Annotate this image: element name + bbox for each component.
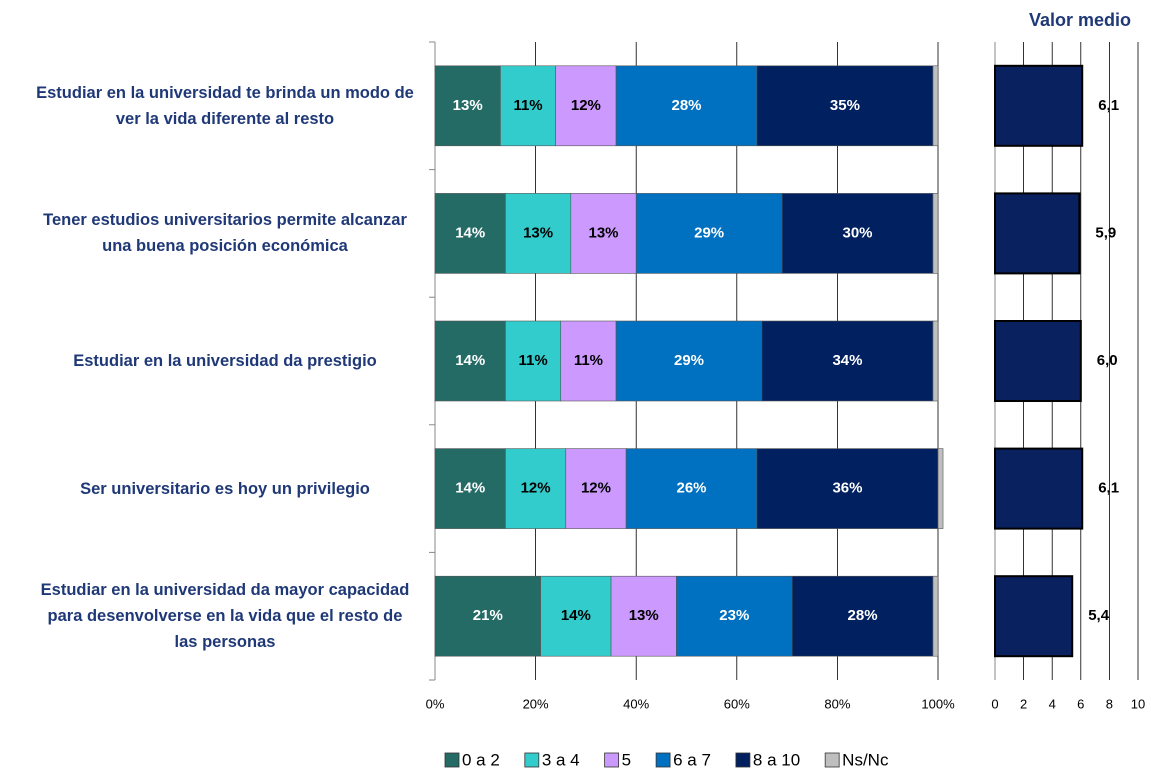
legend-swatch: [824, 752, 840, 768]
data-label: 14%: [561, 607, 591, 624]
bar: [994, 447, 1084, 530]
bar-segment: [434, 448, 506, 529]
data-label: 14%: [455, 480, 485, 497]
bar: [994, 575, 1074, 658]
bar-segment: [781, 193, 934, 274]
bar-segment: [937, 448, 944, 529]
bar-segment: [932, 65, 939, 147]
data-label: 6,1: [1098, 480, 1119, 497]
bar-segment: [434, 65, 501, 147]
legend-label: 6 a 7: [673, 750, 711, 769]
bar-segment: [560, 320, 617, 402]
data-label: 13%: [629, 607, 659, 624]
x-tick-label: 8: [1106, 696, 1113, 711]
bar-segment: [615, 65, 758, 147]
x-tick-label: 0: [991, 696, 998, 711]
bar: [994, 192, 1081, 275]
bar-segment: [505, 448, 567, 529]
data-label: 28%: [848, 607, 878, 624]
data-label: 36%: [832, 480, 862, 497]
data-label: 30%: [843, 224, 873, 241]
bar-segment: [565, 448, 627, 529]
legend-label: Ns/Nc: [842, 750, 889, 769]
data-label: 5,4: [1088, 607, 1110, 624]
legend-swatch: [604, 752, 620, 768]
legend-swatch: [655, 752, 671, 768]
chart-title: Valor medio: [1029, 10, 1131, 30]
x-tick-label: 60%: [724, 696, 750, 711]
x-tick-label: 6: [1077, 696, 1084, 711]
bar-segment: [615, 320, 763, 402]
data-label: 11%: [518, 352, 547, 369]
x-tick-label: 10: [1131, 696, 1145, 711]
legend-label: 3 a 4: [542, 750, 580, 769]
bar-segment: [434, 193, 506, 274]
bar: [994, 320, 1082, 402]
x-tick-label: 0%: [426, 696, 445, 711]
data-label: 14%: [455, 224, 485, 241]
data-label: 29%: [674, 352, 704, 369]
legend-swatch: [735, 752, 751, 768]
data-label: 28%: [671, 97, 701, 114]
bar-segment: [610, 575, 677, 657]
legend-label: 8 a 10: [753, 750, 800, 769]
data-label: 6,0: [1097, 352, 1118, 369]
bar-segment: [932, 320, 939, 402]
category-label: Tener estudios universitarios permite al…: [43, 211, 407, 256]
legend-label: 5: [622, 750, 631, 769]
data-label: 12%: [571, 97, 601, 114]
legend-swatch: [524, 752, 540, 768]
bar-segment: [932, 575, 939, 657]
bar-segment: [540, 575, 612, 657]
bar-segment: [635, 193, 783, 274]
data-label: 26%: [677, 480, 707, 497]
bar-segment: [500, 65, 557, 147]
data-label: 5,9: [1095, 224, 1116, 241]
bar-segment: [625, 448, 758, 529]
category-label: Ser universitario es hoy un privilegio: [80, 479, 370, 498]
x-tick-label: 2: [1020, 696, 1027, 711]
data-label: 12%: [581, 480, 611, 497]
data-label: 21%: [473, 607, 503, 624]
bar: [994, 64, 1084, 147]
data-label: 13%: [453, 97, 483, 114]
category-label: Estudiar en la universidad da prestigio: [73, 352, 377, 370]
bar-segment: [505, 193, 572, 274]
data-label: 13%: [588, 224, 618, 241]
legend-label: 0 a 2: [462, 750, 500, 769]
data-label: 11%: [574, 352, 603, 369]
bar-segment: [434, 320, 506, 402]
bar-segment: [756, 448, 939, 529]
data-label: 11%: [513, 97, 542, 114]
category-label: Estudiar en la universidad da mayor capa…: [40, 581, 410, 652]
data-label: 13%: [523, 224, 553, 241]
bar-segment: [505, 320, 562, 402]
bar-segment: [555, 65, 617, 147]
bar-segment: [761, 320, 934, 402]
x-tick-label: 4: [1049, 696, 1056, 711]
data-label: 35%: [830, 97, 860, 114]
data-label: 23%: [719, 607, 749, 624]
data-label: 29%: [694, 224, 724, 241]
bar-segment: [932, 193, 939, 274]
data-label: 12%: [521, 480, 551, 497]
data-label: 14%: [455, 352, 485, 369]
x-tick-label: 40%: [623, 696, 649, 711]
bar-segment: [791, 575, 934, 657]
legend-swatch: [444, 752, 460, 768]
x-tick-label: 100%: [921, 696, 955, 711]
data-label: 34%: [832, 352, 862, 369]
category-label: Estudiar en la universidad te brinda un …: [36, 83, 414, 128]
data-label: 6,1: [1098, 97, 1119, 114]
x-tick-label: 20%: [523, 696, 549, 711]
bar-segment: [434, 575, 541, 657]
x-tick-label: 80%: [824, 696, 850, 711]
bar-segment: [676, 575, 793, 657]
